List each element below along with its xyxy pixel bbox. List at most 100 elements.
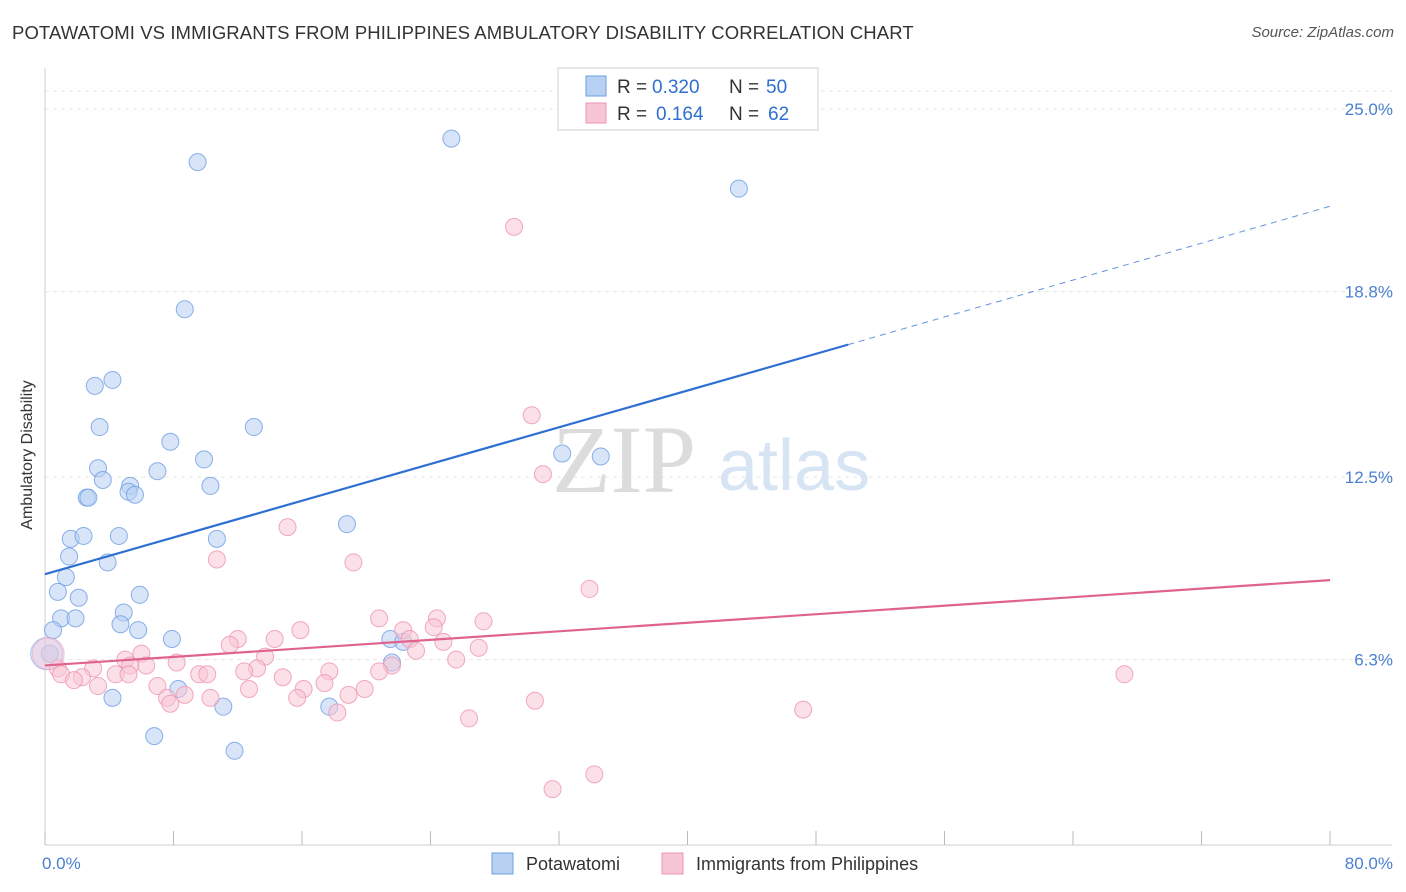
y-tick-label-3: 25.0% — [1345, 100, 1393, 119]
point-potawatomi-5 — [85, 376, 104, 395]
bottom-legend-label-potawatomi: Potawatomi — [526, 854, 620, 874]
point-philippines-43 — [315, 674, 334, 693]
trend-line-philippines — [44, 578, 1331, 667]
point-philippines-6 — [580, 579, 599, 598]
y-tick-label-2: 18.8% — [1345, 283, 1393, 302]
point-philippines-29 — [235, 662, 254, 681]
watermark: ZIP atlas — [552, 406, 870, 513]
point-potawatomi-45 — [214, 697, 233, 716]
point-potawatomi-20 — [79, 488, 98, 507]
point-philippines-41 — [1115, 665, 1134, 684]
point-potawatomi-8 — [161, 432, 180, 451]
point-philippines-1 — [522, 406, 541, 425]
point-philippines-9 — [474, 612, 493, 631]
point-potawatomi-26 — [60, 547, 79, 566]
point-philippines-59 — [585, 765, 604, 784]
point-philippines-51 — [288, 688, 307, 707]
x-min-label: 0.0% — [42, 854, 81, 873]
chart-title: POTAWATOMI VS IMMIGRANTS FROM PHILIPPINE… — [12, 22, 914, 43]
point-potawatomi-36 — [44, 621, 63, 640]
point-potawatomi-41 — [40, 644, 59, 663]
point-philippines-10 — [291, 621, 310, 640]
point-philippines-5 — [344, 553, 363, 572]
legend-swatch-potawatomi — [585, 75, 607, 97]
point-philippines-19 — [407, 641, 426, 660]
point-philippines-56 — [328, 703, 347, 722]
point-philippines-7 — [370, 609, 389, 628]
watermark-atlas: atlas — [718, 426, 870, 506]
point-philippines-38 — [198, 665, 217, 684]
point-potawatomi-15 — [201, 476, 220, 495]
bottom-legend-swatch-potawatomi — [491, 852, 514, 875]
point-philippines-17 — [220, 635, 239, 654]
x-max-label: 80.0% — [1345, 854, 1393, 873]
point-philippines-60 — [543, 780, 562, 799]
point-philippines-42 — [64, 671, 83, 690]
point-philippines-50 — [201, 688, 220, 707]
point-philippines-53 — [175, 685, 194, 704]
legend: R = 0.320 N = 50 R = 0.164 N = 62 — [557, 67, 819, 131]
point-potawatomi-25 — [207, 529, 226, 548]
legend-r-value-0: 0.320 — [652, 77, 700, 98]
point-potawatomi-38 — [162, 629, 181, 648]
point-potawatomi-10 — [553, 444, 572, 463]
point-philippines-44 — [89, 677, 108, 696]
point-philippines-2 — [533, 465, 552, 484]
trend-line-extension-potawatomi — [847, 205, 1331, 346]
legend-r-label-1: R = — [617, 104, 647, 125]
point-philippines-58 — [460, 709, 479, 728]
point-potawatomi-6 — [244, 418, 263, 437]
point-philippines-45 — [148, 677, 167, 696]
legend-n-label-0: N = — [729, 77, 759, 98]
gridlines — [45, 90, 1392, 661]
point-potawatomi-11 — [591, 447, 610, 466]
y-tick-labels: 6.3% 12.5% 18.8% 25.0% — [1345, 100, 1393, 669]
point-potawatomi-37 — [129, 621, 148, 640]
point-potawatomi-24 — [109, 526, 128, 545]
trend-lines — [44, 205, 1331, 667]
data-points — [30, 129, 1134, 799]
point-philippines-4 — [207, 550, 226, 569]
point-philippines-0 — [505, 217, 524, 236]
legend-r-label-0: R = — [617, 77, 647, 98]
point-philippines-46 — [239, 680, 258, 698]
source-label: Source: ZipAtlas.com — [1251, 24, 1394, 41]
point-potawatomi-1 — [188, 153, 207, 172]
point-philippines-18 — [469, 638, 488, 657]
watermark-zip: ZIP — [552, 406, 696, 513]
y-tick-label-1: 12.5% — [1345, 468, 1393, 487]
point-potawatomi-2 — [729, 179, 748, 198]
point-philippines-55 — [525, 691, 544, 710]
bottom-legend-swatch-philippines — [661, 852, 684, 875]
point-potawatomi-4 — [103, 370, 122, 389]
point-potawatomi-14 — [93, 471, 112, 490]
point-philippines-61 — [31, 637, 65, 671]
point-potawatomi-21 — [337, 515, 356, 534]
point-potawatomi-29 — [48, 582, 67, 601]
legend-swatch-philippines — [585, 102, 607, 124]
axes — [44, 68, 1392, 846]
point-philippines-14 — [265, 629, 284, 648]
point-philippines-40 — [370, 662, 389, 681]
point-potawatomi-13 — [148, 462, 167, 481]
trend-line-potawatomi — [44, 343, 849, 576]
y-tick-label-0: 6.3% — [1354, 651, 1393, 670]
point-potawatomi-31 — [130, 585, 149, 604]
point-philippines-36 — [119, 665, 138, 684]
point-philippines-54 — [161, 694, 180, 713]
bottom-legend: Potawatomi Immigrants from Philippines — [491, 852, 918, 875]
point-philippines-16 — [434, 632, 453, 651]
point-philippines-12 — [424, 618, 443, 637]
point-potawatomi-47 — [145, 727, 164, 746]
point-potawatomi-30 — [69, 588, 88, 607]
bottom-legend-label-philippines: Immigrants from Philippines — [696, 854, 918, 874]
point-potawatomi-44 — [103, 688, 122, 707]
x-tick-marks — [44, 831, 1331, 845]
point-philippines-3 — [278, 518, 297, 537]
point-philippines-48 — [355, 680, 374, 698]
point-potawatomi-33 — [66, 609, 85, 628]
legend-n-value-1: 62 — [768, 104, 789, 125]
point-potawatomi-3 — [175, 300, 194, 319]
legend-n-label-1: N = — [729, 104, 759, 125]
